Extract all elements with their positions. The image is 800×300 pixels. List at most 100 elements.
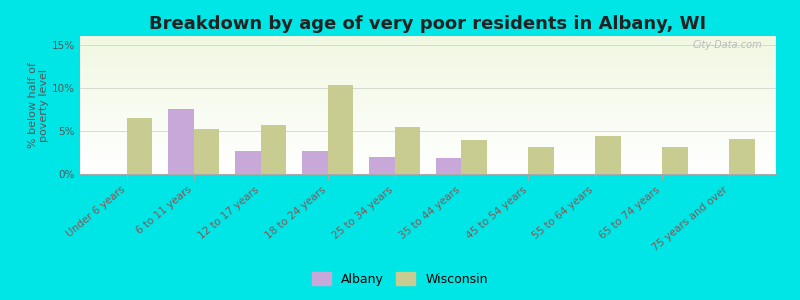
Bar [80, 153, 776, 155]
Bar [80, 72, 776, 73]
Bar [80, 48, 776, 50]
Bar [80, 69, 776, 70]
Bar [80, 95, 776, 97]
Bar [80, 115, 776, 116]
Bar [261, 125, 286, 174]
Bar [80, 77, 776, 79]
Bar [168, 109, 194, 174]
Bar [80, 83, 776, 84]
Bar [80, 113, 776, 115]
Bar [80, 106, 776, 108]
Bar [80, 46, 776, 47]
Bar [80, 43, 776, 44]
Bar [462, 140, 487, 174]
Bar [80, 160, 776, 162]
Legend: Albany, Wisconsin: Albany, Wisconsin [307, 267, 493, 291]
Bar [80, 149, 776, 151]
Bar [80, 162, 776, 163]
Bar [80, 130, 776, 131]
Text: City-Data.com: City-Data.com [693, 40, 762, 50]
Bar [80, 94, 776, 95]
Bar [80, 101, 776, 102]
Bar [80, 61, 776, 62]
Bar [80, 131, 776, 133]
Bar [80, 98, 776, 100]
Bar [80, 79, 776, 80]
Bar [80, 164, 776, 166]
Bar [80, 137, 776, 138]
Bar [80, 138, 776, 140]
Bar [80, 170, 776, 171]
Bar [80, 102, 776, 104]
Bar [80, 58, 776, 59]
Bar [80, 57, 776, 58]
Bar [436, 158, 462, 174]
Bar [80, 145, 776, 146]
Bar [80, 128, 776, 130]
Bar [394, 127, 420, 174]
Bar [80, 112, 776, 113]
Bar [80, 62, 776, 64]
Bar [80, 134, 776, 135]
Y-axis label: % below half of
poverty level: % below half of poverty level [28, 62, 50, 148]
Bar [80, 75, 776, 76]
Bar [80, 70, 776, 72]
Bar [328, 85, 353, 174]
Bar [528, 147, 554, 174]
Bar [80, 52, 776, 54]
Bar [80, 82, 776, 83]
Bar [80, 163, 776, 164]
Bar [80, 55, 776, 57]
Bar [80, 122, 776, 123]
Bar [729, 139, 754, 174]
Bar [80, 159, 776, 160]
Bar [80, 151, 776, 152]
Bar [80, 142, 776, 144]
Bar [595, 136, 621, 174]
Bar [80, 66, 776, 68]
Bar [80, 68, 776, 69]
Bar [80, 124, 776, 126]
Title: Breakdown by age of very poor residents in Albany, WI: Breakdown by age of very poor residents … [150, 15, 706, 33]
Bar [80, 86, 776, 87]
Bar [80, 90, 776, 91]
Bar [80, 140, 776, 141]
Bar [80, 148, 776, 149]
Bar [80, 50, 776, 51]
Bar [80, 144, 776, 145]
Bar [80, 80, 776, 82]
Bar [80, 109, 776, 110]
Bar [369, 157, 394, 174]
Bar [80, 87, 776, 88]
Bar [80, 51, 776, 52]
Bar [80, 65, 776, 66]
Bar [80, 103, 776, 105]
Bar [80, 117, 776, 119]
Bar [80, 167, 776, 169]
Bar [80, 135, 776, 137]
Bar [662, 147, 688, 174]
Bar [80, 123, 776, 124]
Bar [80, 108, 776, 109]
Bar [80, 47, 776, 48]
Bar [80, 110, 776, 112]
Bar [80, 105, 776, 106]
Bar [80, 156, 776, 158]
Bar [80, 166, 776, 167]
Bar [127, 118, 152, 174]
Bar [80, 133, 776, 134]
Bar [80, 39, 776, 40]
Bar [80, 172, 776, 174]
Bar [80, 93, 776, 94]
Bar [80, 155, 776, 156]
Bar [80, 158, 776, 159]
Bar [80, 76, 776, 77]
Bar [80, 171, 776, 172]
Bar [302, 151, 328, 174]
Bar [80, 59, 776, 61]
Bar [80, 141, 776, 142]
Bar [80, 127, 776, 128]
Bar [80, 116, 776, 117]
Bar [80, 73, 776, 75]
Bar [80, 64, 776, 65]
